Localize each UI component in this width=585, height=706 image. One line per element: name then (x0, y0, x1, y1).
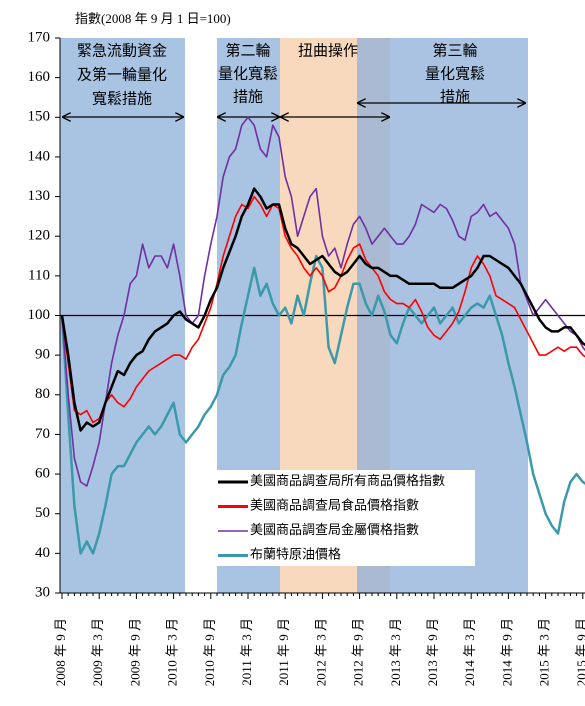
subtitle: 指數(2008 年 9 月 1 日=100) (75, 11, 231, 26)
y-tick-label: 60 (35, 466, 50, 482)
y-tick-label: 150 (28, 109, 51, 125)
x-tick-label: 2009 年 9 月 (127, 618, 142, 686)
y-tick-label: 110 (28, 267, 50, 283)
annotation: 緊急流動資金 (77, 42, 167, 59)
x-tick-label: 2011 年 3 月 (239, 618, 254, 686)
y-tick-label: 30 (35, 584, 50, 600)
annotation: 扭曲操作 (298, 42, 358, 59)
x-tick-label: 2015 年 3 月 (537, 618, 552, 686)
x-tick-label: 2010 年 9 月 (202, 618, 217, 686)
x-tick-label: 2010 年 3 月 (165, 618, 180, 686)
series-line (61, 116, 585, 487)
legend-label: 美國商品調查局食品價格指數 (250, 497, 419, 512)
y-tick-label: 160 (28, 69, 51, 85)
annotation: 量化寬鬆 (218, 64, 278, 82)
x-tick-label: 2014 年 3 月 (462, 618, 477, 686)
annotation: 第二輪 (225, 41, 270, 59)
legend-label: 布蘭特原油價格 (250, 546, 341, 561)
annotation: 措施 (233, 88, 263, 105)
x-tick-label: 2012 年 3 月 (313, 618, 328, 686)
x-tick-label: 2013 年 3 月 (388, 618, 403, 686)
y-tick-label: 170 (28, 29, 51, 45)
x-tick-label: 2009 年 3 月 (90, 618, 105, 686)
y-tick-label: 130 (28, 188, 51, 204)
x-tick-label: 2008 年 9 月 (53, 618, 68, 686)
legend-box (213, 470, 475, 566)
x-tick-label: 2011 年 9 月 (276, 618, 291, 686)
annotation: 措施 (440, 88, 470, 105)
annotation: 及第一輪量化 (77, 65, 167, 83)
legend-label: 美國商品調查局所有商品價格指數 (250, 473, 445, 488)
y-tick-label: 140 (28, 148, 51, 164)
x-tick-label: 2014 年 9 月 (499, 618, 514, 686)
y-tick-label: 70 (35, 426, 50, 442)
x-tick-label: 2015 年 9 月 (574, 618, 585, 686)
annotation: 第三輪 (432, 41, 477, 59)
y-tick-label: 40 (35, 545, 50, 561)
x-tick-label: 2013 年 9 月 (425, 618, 440, 686)
y-tick-label: 100 (28, 307, 51, 323)
x-tick-label: 2012 年 9 月 (351, 618, 366, 686)
y-tick-label: 50 (35, 505, 50, 521)
legend: 美國商品調查局所有商品價格指數美國商品調查局食品價格指數美國商品調查局金屬價格指… (213, 470, 475, 566)
y-tick-label: 80 (35, 386, 50, 402)
series-line (61, 195, 585, 424)
legend-label: 美國商品調查局金屬價格指數 (250, 522, 419, 537)
y-tick-label: 90 (35, 347, 50, 363)
series-line (60, 254, 585, 555)
annotation: 量化寬鬆 (425, 64, 485, 82)
series-line (60, 187, 585, 432)
annotation: 寬鬆措施 (92, 89, 152, 107)
y-tick-label: 120 (28, 228, 51, 244)
